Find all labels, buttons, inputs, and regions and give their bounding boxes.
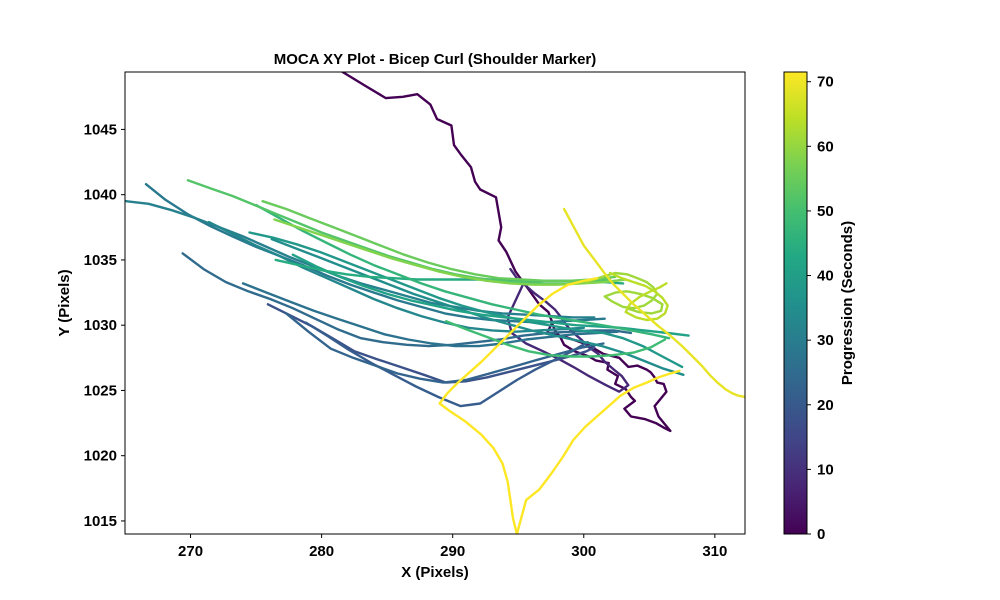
colorbar [783, 71, 808, 535]
colorbar-tick-label: 30 [817, 332, 834, 349]
trajectory-line-20 [585, 271, 664, 315]
colorbar-tick-label: 20 [817, 397, 834, 414]
trajectory-line-1 [341, 72, 672, 433]
trajectory-line-12 [248, 231, 684, 369]
trajectory-line-2 [506, 267, 630, 393]
colorbar-tick-label: 10 [817, 461, 834, 478]
colorbar-axis: 0 10 20 30 40 50 60 70 [807, 74, 834, 543]
y-tick-label: 1020 [84, 448, 117, 465]
chart-title: MOCA XY Plot - Bicep Curl (Shoulder Mark… [274, 51, 597, 68]
trajectory-line-9 [125, 199, 596, 319]
x-tick-label: 290 [440, 543, 465, 560]
trajectory-line-16 [444, 320, 667, 358]
colorbar-label: Progression (Seconds) [839, 221, 856, 385]
colorbar-tick-label: 60 [817, 138, 834, 155]
plot-frame [124, 71, 746, 535]
trajectory-line-22 [562, 207, 745, 399]
colorbar-tick-label: 50 [817, 203, 834, 220]
x-tick-label: 310 [702, 543, 727, 560]
x-tick-label: 300 [571, 543, 596, 560]
x-axis: 270 280 290 300 310 [178, 534, 727, 560]
colorbar-tick-label: 40 [817, 268, 834, 285]
y-axis-label: Y (Pixels) [56, 269, 73, 336]
y-axis: 1015 1020 1025 1030 1035 1040 1045 [84, 121, 125, 530]
trajectory-line-23 [438, 277, 681, 534]
y-tick-label: 1035 [84, 252, 117, 269]
trajectory-line-18 [261, 199, 617, 282]
trajectory-line-10 [207, 220, 585, 333]
colorbar-tick-label: 0 [817, 526, 825, 543]
x-tick-label: 270 [178, 543, 203, 560]
colorbar-tick-label: 70 [817, 74, 834, 91]
trajectory-line-17 [186, 179, 612, 285]
plot-area [125, 72, 745, 534]
y-tick-label: 1030 [84, 317, 117, 334]
y-tick-label: 1025 [84, 382, 117, 399]
trajectory-line-4 [304, 321, 589, 408]
x-tick-label: 280 [309, 543, 334, 560]
y-tick-label: 1045 [84, 121, 117, 138]
trajectory-line-11 [270, 237, 685, 376]
y-tick-label: 1040 [84, 187, 117, 204]
y-tick-label: 1015 [84, 513, 117, 530]
trajectory-line-15 [254, 203, 671, 340]
trajectory-line-6 [181, 252, 633, 348]
trajectory-line-21 [608, 271, 669, 322]
x-axis-label: X (Pixels) [401, 564, 469, 581]
